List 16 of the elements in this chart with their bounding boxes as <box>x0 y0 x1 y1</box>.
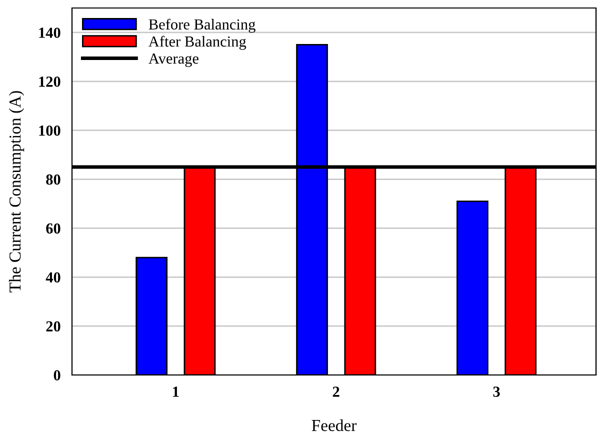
y-tick-label: 0 <box>54 370 60 380</box>
legend-label: Before Balancing <box>148 18 256 33</box>
y-axis-title: The Current Consumption (A) <box>8 91 24 292</box>
legend-label: Average <box>148 54 198 67</box>
x-tick-label: 3 <box>493 386 500 397</box>
y-tick-label: 20 <box>46 321 60 332</box>
legend-label: After Balancing <box>148 36 246 50</box>
x-tick-label: 1 <box>173 386 179 397</box>
y-tick-label: 100 <box>39 125 60 136</box>
y-tick-label: 140 <box>39 28 60 38</box>
x-axis-title: Feeder <box>312 419 357 432</box>
y-tick-label: 120 <box>39 76 60 87</box>
y-tick-label: 60 <box>46 223 60 234</box>
y-tick-label: 80 <box>46 174 60 185</box>
x-tick-label: 2 <box>332 386 340 397</box>
y-tick-label: 40 <box>46 272 60 283</box>
